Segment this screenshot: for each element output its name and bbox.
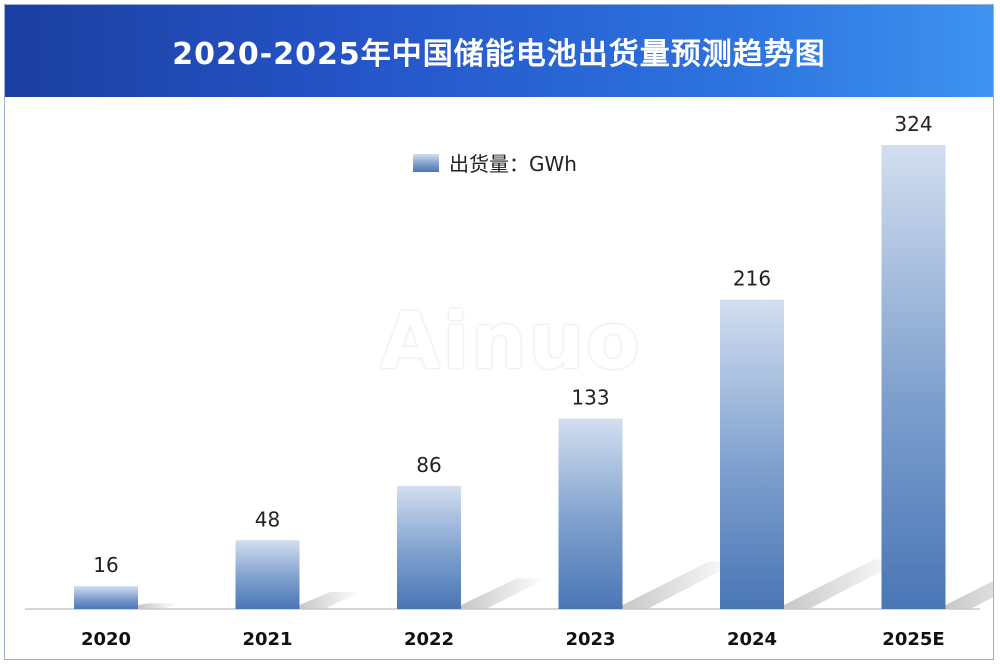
data-label-2020: 16 <box>93 553 118 577</box>
legend-label: 出货量：GWh <box>449 152 577 176</box>
data-label-2025E: 324 <box>894 112 932 136</box>
x-tick-2023: 2023 <box>565 629 615 650</box>
x-tick-2024: 2024 <box>727 629 777 650</box>
bar-shadow <box>461 578 547 609</box>
bar-2021 <box>235 540 300 609</box>
bar-2022 <box>397 485 461 609</box>
x-tick-2025E: 2025E <box>882 629 944 650</box>
chart-title: 2020-2025年中国储能电池出货量预测趋势图 <box>172 37 826 72</box>
bar-chart: 16 48 86 133 216 324 2020 2021 2022 2023 2024 2025… <box>25 112 993 650</box>
bar-2025E <box>881 145 946 609</box>
x-tick-2020: 2020 <box>81 629 131 650</box>
watermark-logo: Ainuo <box>380 297 642 387</box>
bar-2020 <box>74 586 138 609</box>
data-label-2021: 48 <box>255 507 280 531</box>
bar-shadow <box>138 603 179 609</box>
chart-frame: 2020-2025年中国储能电池出货量预测趋势图 Ainuo 出货量：GWh 1… <box>4 4 994 660</box>
bar-shadow <box>299 591 361 609</box>
bar-shadow <box>622 561 739 609</box>
x-tick-2021: 2021 <box>242 629 292 650</box>
legend-swatch <box>413 153 439 172</box>
bar-shadow <box>784 559 904 609</box>
bar-shadow <box>945 580 993 609</box>
bar-2023 <box>558 418 623 609</box>
title-banner: 2020-2025年中国储能电池出货量预测趋势图 <box>5 5 993 97</box>
bar-2024 <box>720 299 784 609</box>
x-tick-2022: 2022 <box>404 629 454 650</box>
data-label-2023: 133 <box>571 386 609 410</box>
data-label-2022: 86 <box>416 453 441 477</box>
legend: 出货量：GWh <box>413 148 577 177</box>
data-label-2024: 216 <box>733 267 771 291</box>
